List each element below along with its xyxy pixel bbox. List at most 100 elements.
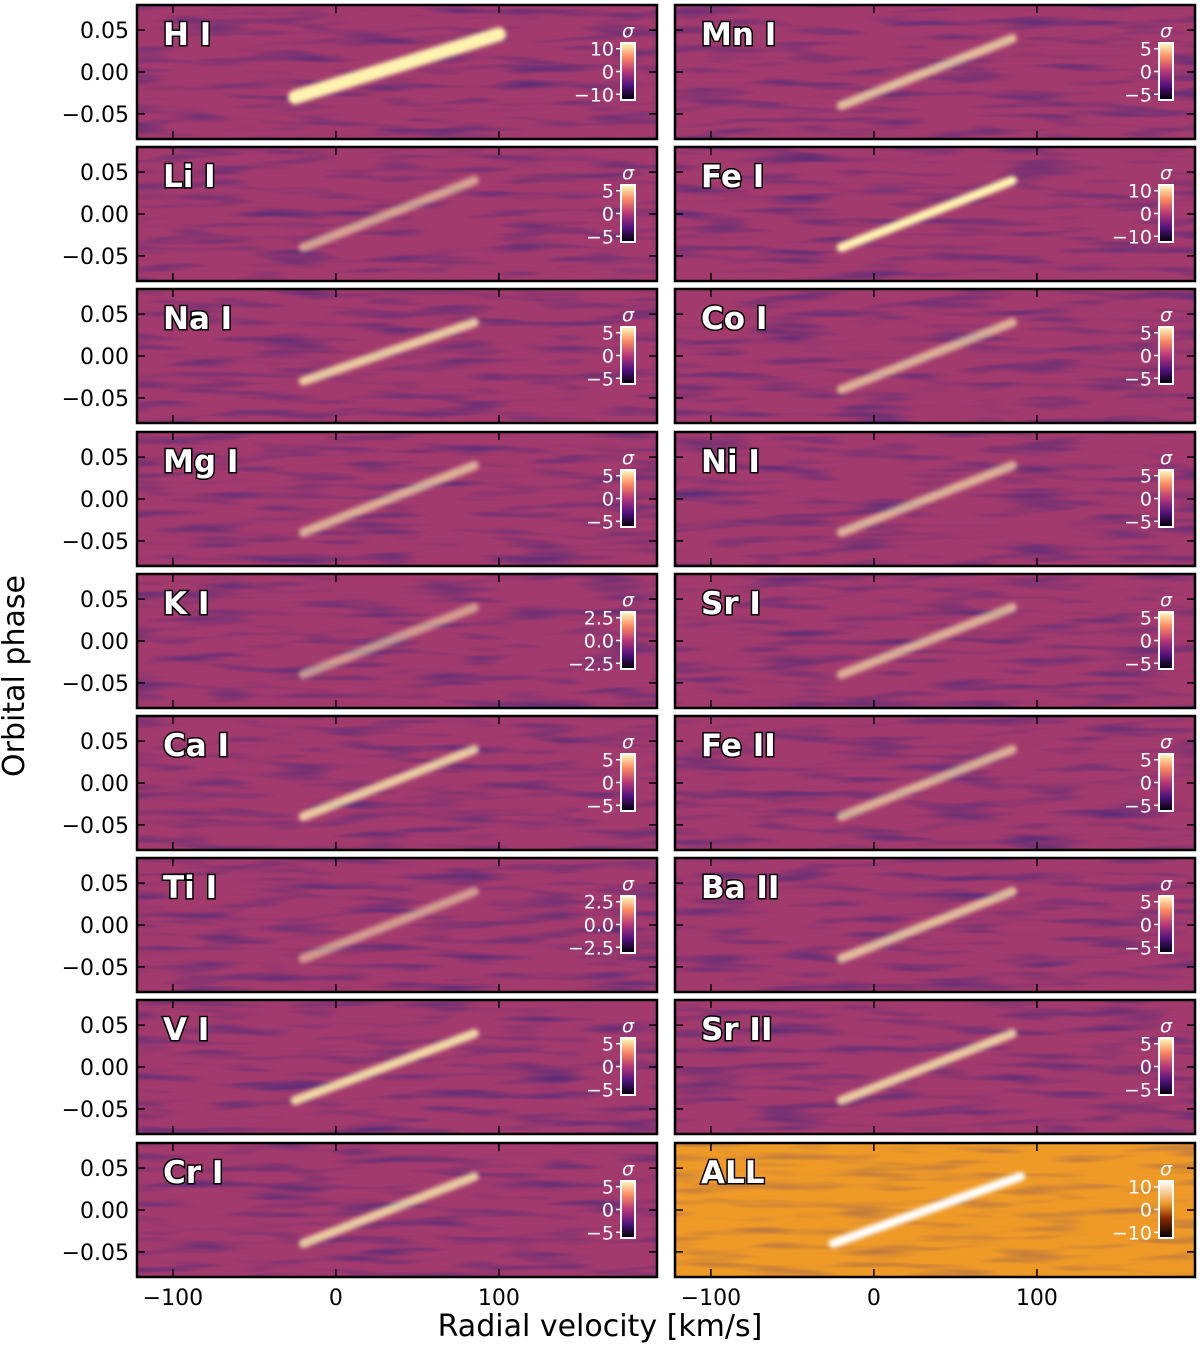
colorbar [620,1037,636,1096]
colorbar [620,469,636,528]
panel-fe-ii: Fe II σ50−5 [673,714,1197,852]
colorbar [1158,1037,1174,1096]
panel-label: Cr I [163,1155,223,1191]
x-tick-label: 100 [478,1286,520,1311]
panel-li-i: 0.05 0.00 −0.05 Li I σ50−5 [62,145,659,283]
panel-label: H I [163,17,211,53]
colorbar-label: σ [1160,1158,1173,1180]
colorbar-tick-label: 2.5 [584,892,614,914]
colorbar-tick-label: 0 [602,1057,614,1079]
colorbar-tick-label: 5 [1140,750,1152,772]
colorbar [620,753,636,812]
y-tick-label: 0.00 [80,203,129,228]
colorbar-tick-label: 0 [602,62,614,84]
y-tick-label: 0.05 [80,161,129,186]
colorbar-tick-label: −5 [1124,84,1152,106]
panel-label: Fe II [701,728,776,764]
colorbar [1158,611,1174,670]
colorbar-label: σ [1160,20,1173,42]
y-tick-label: 0.00 [80,772,129,797]
y-tick-label: 0.00 [80,488,129,513]
panel-label: Ca I [163,728,229,764]
colorbar [1158,753,1174,812]
colorbar-tick-label: 0 [1140,915,1152,937]
colorbar-label: σ [1160,1015,1173,1037]
y-tick-label: −0.05 [62,956,129,981]
y-tick-label: 0.05 [80,1157,129,1182]
colorbar-label: σ [622,162,635,184]
colorbar-tick-label: −10 [1112,226,1152,248]
panel-label: Ba II [701,870,779,906]
colorbar-tick-label: 0 [1140,1200,1152,1222]
planet-trail [836,745,1017,821]
panel-label: Mn I [701,17,776,53]
colorbar-tick-label: 0.0 [584,915,614,937]
colorbar-tick-label: −5 [1124,937,1152,959]
y-tick-label: −0.05 [62,672,129,697]
planet-trail [290,1029,479,1105]
planet-trail [298,603,479,679]
panel-fe-i: Fe I σ 100−10 [673,145,1197,283]
panel-ni-i: Ni I σ50−5 [673,430,1197,568]
panel-ca-i: 0.05 0.00 −0.05 Ca I σ50−5 [62,714,659,852]
colorbar-tick-label: −5 [1124,653,1152,675]
colorbar-tick-label: −2.5 [568,937,614,959]
colorbar [1158,184,1174,243]
planet-trail [828,1172,1026,1248]
panel-label: Na I [163,301,232,337]
colorbar-label: σ [622,873,635,895]
x-tick-label: 0 [329,1286,343,1311]
colorbar-tick-label: 0 [1140,773,1152,795]
colorbar-label: σ [622,20,635,42]
colorbar-tick-label: 0 [602,1200,614,1222]
colorbar-tick-label: −5 [1124,368,1152,390]
y-tick-label: −0.05 [62,387,129,412]
y-tick-label: −0.05 [62,814,129,839]
planet-trail [836,1029,1017,1105]
panel-ba-ii: Ba II σ50−5 [673,856,1197,994]
colorbar-tick-label: 0 [602,204,614,226]
panel-sr-ii: Sr II σ50−5 [673,998,1197,1136]
panel-ti-i: 0.05 0.00 −0.05 Ti I σ 2.50.0−2.5 [62,856,659,994]
y-tick-label: 0.00 [80,630,129,655]
colorbar-tick-label: 0 [1140,631,1152,653]
planet-trail [298,745,479,821]
colorbar-tick-label: 5 [1140,466,1152,488]
y-tick-label: −0.05 [62,245,129,270]
y-tick-label: 0.05 [80,872,129,897]
colorbar-tick-label: 5 [602,181,614,203]
colorbar-tick-label: 2.5 [584,608,614,630]
panel-label: Sr II [701,1012,772,1048]
colorbar-tick-label: 5 [1140,1034,1152,1056]
colorbar-tick-label: −2.5 [568,653,614,675]
colorbar-label: σ [1160,162,1173,184]
y-tick-label: 0.05 [80,303,129,328]
panel-label: Co I [701,301,767,337]
planet-trail [298,176,479,252]
colorbar-label: σ [1160,304,1173,326]
y-tick-label: −0.05 [62,103,129,128]
panel-mn-i: Mn I σ50−5 [673,3,1197,141]
colorbar-tick-label: −5 [1124,511,1152,533]
x-tick-label: −100 [143,1286,203,1311]
colorbar-tick-label: −5 [586,795,614,817]
colorbar-tick-label: −5 [586,1079,614,1101]
panel-co-i: Co I σ50−5 [673,287,1197,425]
x-tick-label: 0 [867,1286,881,1311]
panel-label: Sr I [701,586,761,622]
colorbar-tick-label: 5 [602,323,614,345]
colorbar-tick-label: 5 [602,1177,614,1199]
heatmap-noise [137,289,657,423]
panel-label: Ni I [701,444,760,480]
planet-trail [836,603,1017,679]
planet-trail [288,27,506,105]
planet-trail [298,887,479,963]
x-axis-title: Radial velocity [km/s] [438,1309,763,1344]
colorbar-tick-label: 0.0 [584,631,614,653]
y-tick-label: 0.05 [80,446,129,471]
x-tick-label: 100 [1016,1286,1058,1311]
colorbar-tick-label: 0 [1140,346,1152,368]
